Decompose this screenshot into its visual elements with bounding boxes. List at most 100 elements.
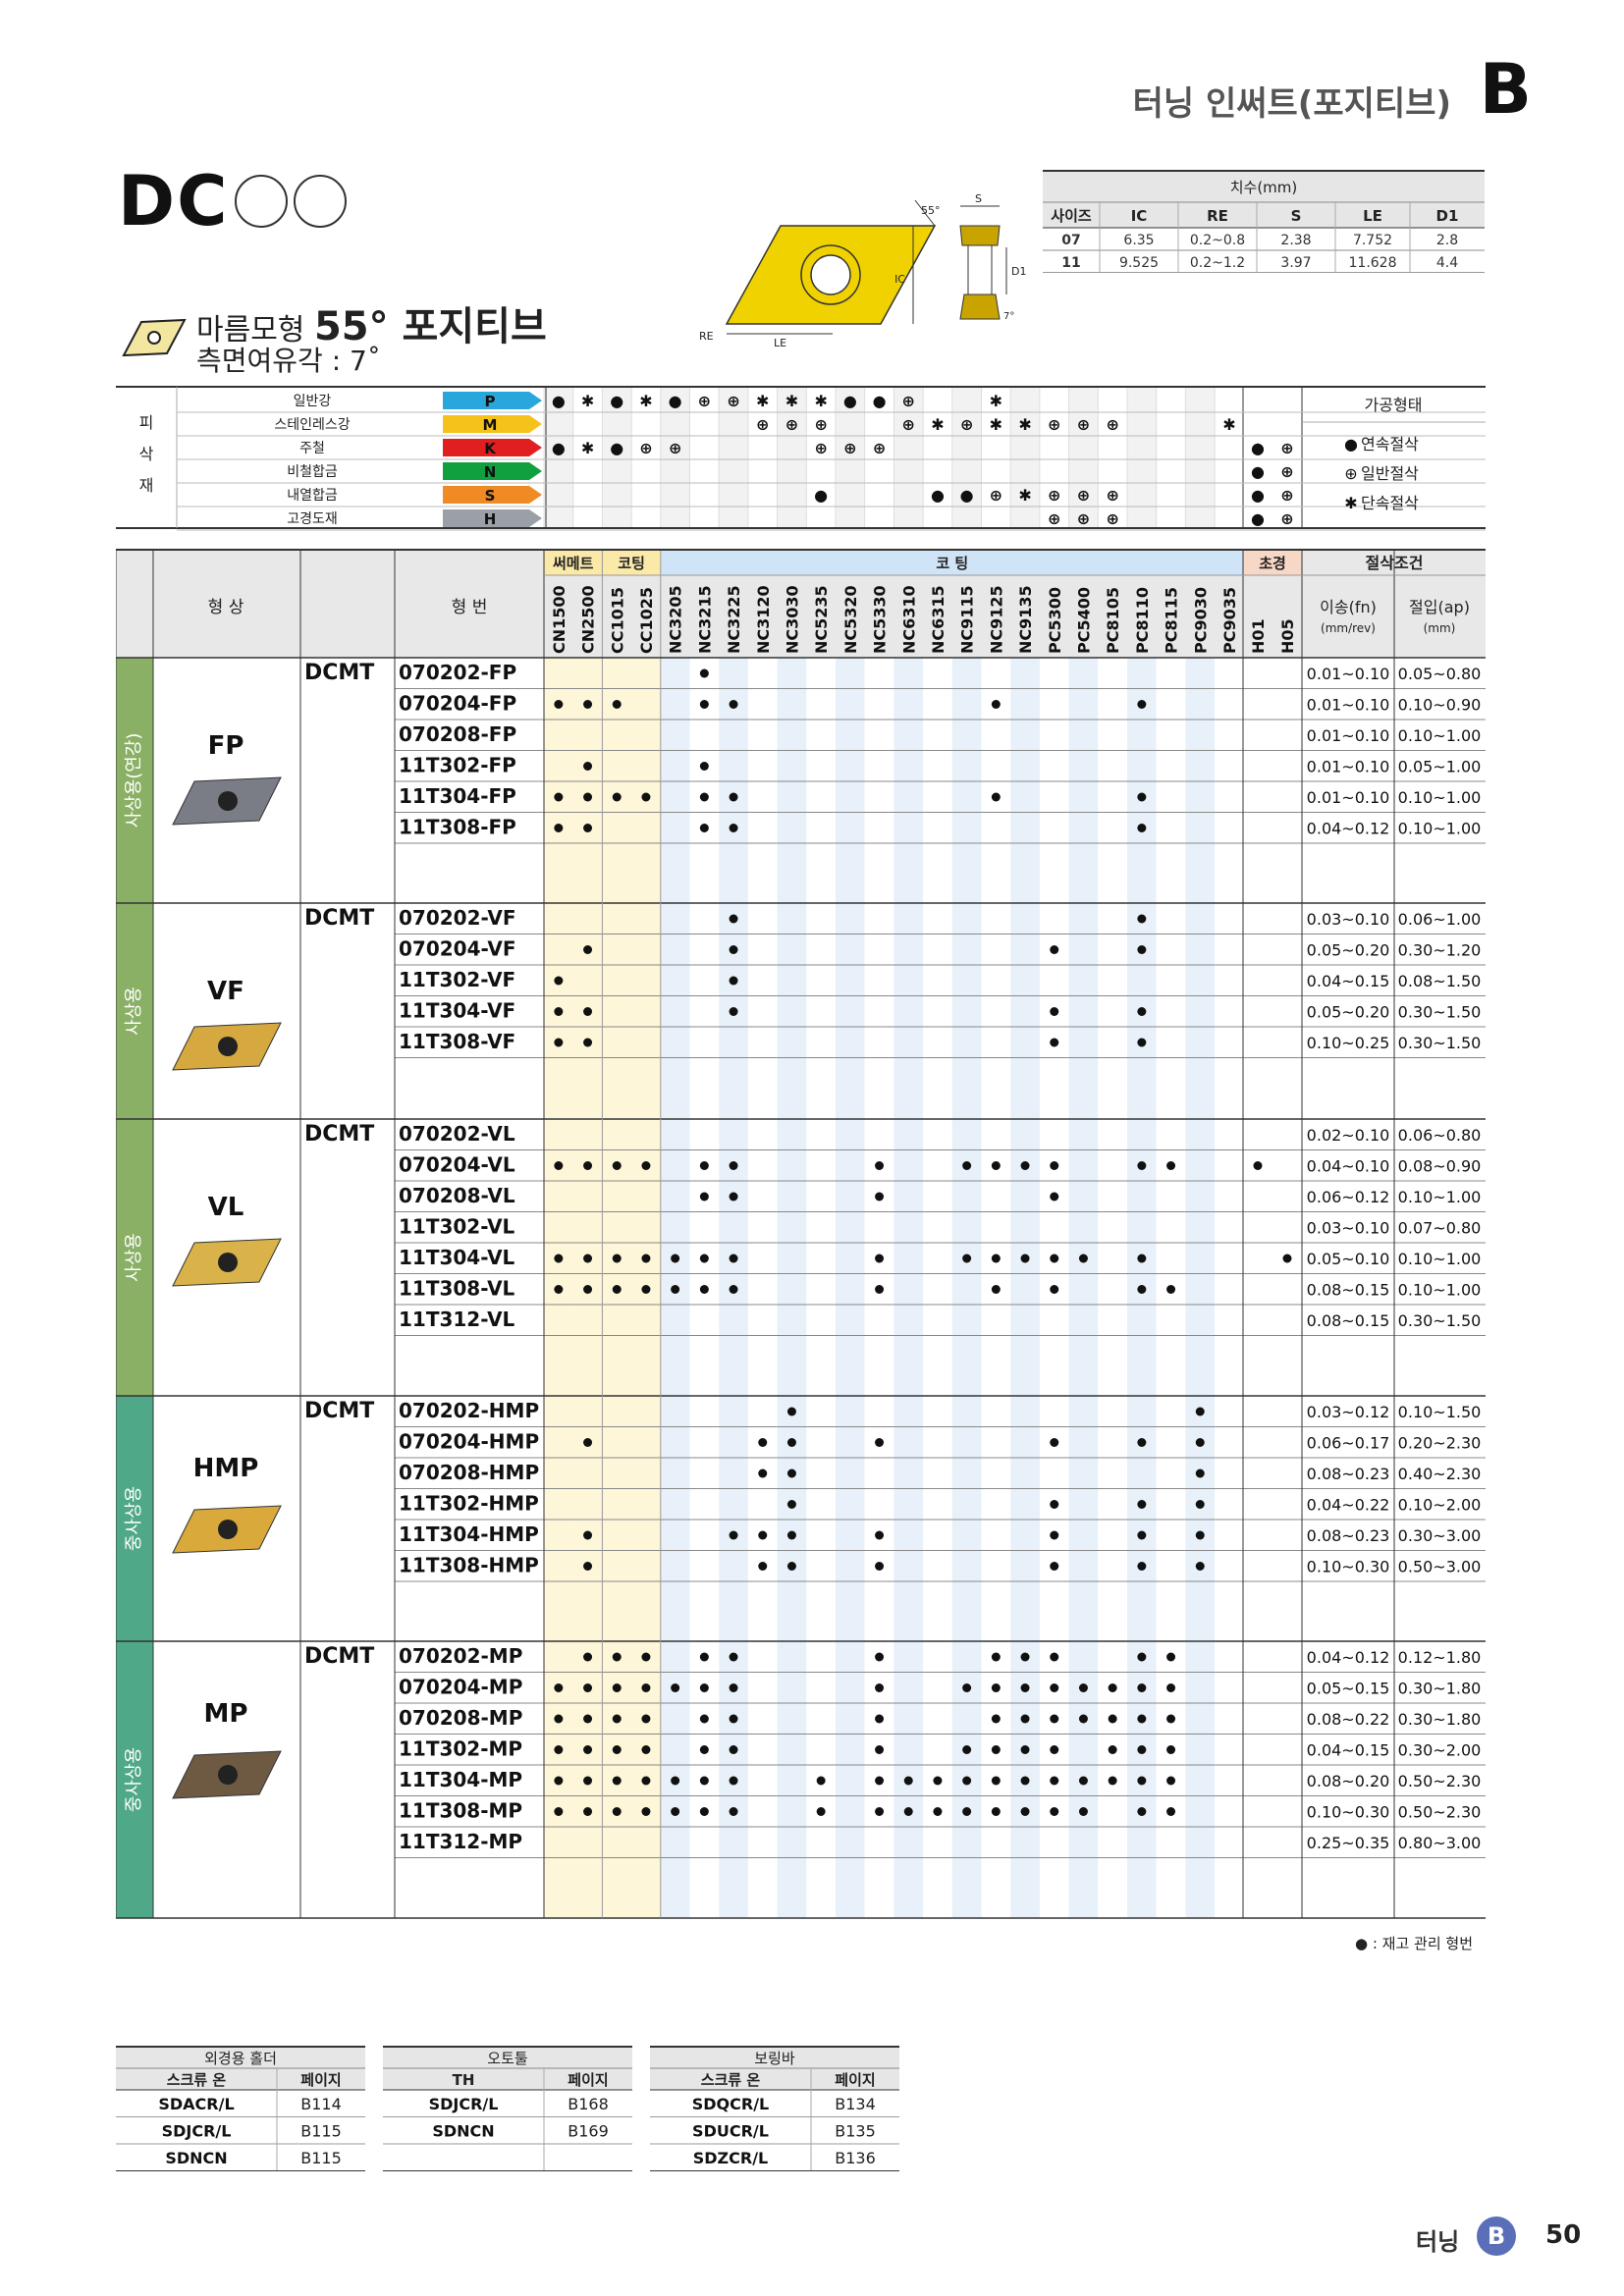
machining-symbol-icon: ✱	[581, 439, 594, 457]
stock-dot	[612, 700, 622, 709]
stock-dot	[933, 1807, 943, 1816]
machining-symbol-icon: ●	[843, 392, 857, 410]
section-side-label: 중사상용	[124, 1486, 144, 1551]
stock-dot	[991, 700, 1001, 709]
dimension-header: RE	[1207, 207, 1228, 225]
stock-dot	[786, 1438, 796, 1447]
feed-value: 0.01~0.10	[1307, 758, 1390, 776]
stock-dot	[991, 1683, 1001, 1692]
relief-label: 측면여유각 : 7˚	[196, 345, 381, 377]
stock-dot	[1137, 1530, 1147, 1540]
dimension-cell: 9.525	[1119, 255, 1159, 271]
stock-dot	[1020, 1745, 1030, 1754]
machining-symbol-icon: ⊕	[1077, 509, 1090, 528]
machining-symbol-icon: ⊕	[785, 415, 798, 434]
model-number: 11T302-MP	[399, 1737, 522, 1761]
stock-dot	[554, 1254, 564, 1263]
grade-header: NC9125	[987, 585, 1005, 654]
model-number: 070202-VF	[399, 906, 515, 930]
stock-dot	[903, 1776, 913, 1786]
stock-dot	[554, 976, 564, 986]
holder-col-header: 페이지	[568, 2071, 608, 2089]
stock-dot	[1137, 792, 1147, 802]
stock-dot	[1078, 1254, 1088, 1263]
machining-symbol-icon: ✱	[756, 392, 769, 410]
grade-header: PC8110	[1133, 587, 1152, 654]
stock-dot	[875, 1285, 885, 1294]
stock-dot	[1078, 1683, 1088, 1692]
insert-diagram: 55° IC RE LE S D1 7°	[699, 192, 1026, 349]
holder-title: 오토툴	[487, 2050, 527, 2067]
section-side-band	[116, 658, 153, 903]
machining-symbol-icon: ⊕	[814, 415, 827, 434]
stock-dot	[1020, 1254, 1030, 1263]
machining-symbol-icon: ⊕	[1280, 462, 1293, 481]
stock-dot	[991, 1776, 1001, 1786]
stock-dot	[554, 1038, 564, 1047]
stock-dot	[1050, 1745, 1059, 1754]
feed-value: 0.08~0.22	[1307, 1710, 1390, 1729]
stock-dot	[729, 1776, 738, 1786]
insert-photo-hole	[218, 1520, 238, 1539]
stock-dot	[758, 1530, 768, 1540]
shape-header: 형 상	[208, 598, 244, 617]
shape-label: 마름모형 55° 포지티브	[196, 304, 547, 349]
model-prefix: DCMT	[304, 1644, 374, 1669]
stock-dot	[641, 1652, 651, 1662]
chipbreaker-label: VF	[207, 977, 244, 1006]
group-carbide-header: 초경	[1259, 555, 1286, 572]
depth-value: 0.40~2.30	[1398, 1465, 1482, 1483]
stock-dot	[671, 1776, 680, 1786]
stock-dot	[583, 824, 593, 832]
feed-unit: (mm/rev)	[1321, 621, 1376, 635]
machining-symbol-icon: ●	[669, 392, 682, 410]
machining-symbol-icon: ⊕	[1077, 415, 1090, 434]
legend-symbol-icon: ✱	[1344, 494, 1357, 512]
feed-value: 0.04~0.12	[1307, 1648, 1390, 1667]
holder-title: 보링바	[754, 2050, 795, 2067]
stock-dot	[699, 1254, 709, 1263]
stock-dot	[875, 1192, 885, 1201]
stock-dot	[729, 1285, 738, 1294]
material-code-badge	[443, 486, 542, 504]
machining-symbol-icon: ●	[1251, 509, 1265, 528]
dimension-header: S	[1291, 207, 1302, 225]
stock-dot	[1050, 1530, 1059, 1540]
page-header: 터닝 인써트(포지티브) B	[1110, 49, 1542, 130]
re-label: RE	[699, 330, 714, 343]
stock-dot	[1137, 1807, 1147, 1816]
depth-value: 0.05~0.80	[1398, 665, 1482, 683]
model-number: 11T308-HMP	[399, 1554, 539, 1577]
holder-col-header: 스크류 온	[701, 2071, 761, 2089]
stock-dot	[875, 1776, 885, 1786]
stock-dot	[699, 824, 709, 832]
stock-dot	[583, 1530, 593, 1540]
stock-dot	[1050, 1161, 1059, 1170]
stock-dot	[671, 1683, 680, 1692]
stock-dot	[991, 1285, 1001, 1294]
holder-model: SDNCN	[432, 2122, 494, 2141]
stock-dot	[1166, 1652, 1176, 1662]
model-number: 070204-HMP	[399, 1430, 539, 1454]
stock-dot	[554, 1007, 564, 1016]
stock-dot	[1020, 1807, 1030, 1816]
grade-header: NC3215	[695, 585, 714, 654]
stock-dot	[699, 1714, 709, 1724]
material-code: M	[483, 416, 498, 434]
grade-header: H05	[1278, 618, 1297, 654]
stock-dot	[554, 700, 564, 709]
feed-value: 0.10~0.25	[1307, 1034, 1390, 1052]
stock-dot	[554, 1285, 564, 1294]
model-number: 11T308-VF	[399, 1030, 515, 1053]
material-code: N	[484, 463, 497, 481]
stock-dot	[1078, 1714, 1088, 1724]
model-number: 11T302-FP	[399, 754, 516, 777]
model-number: 11T312-VL	[399, 1308, 515, 1331]
chipbreaker-label: FP	[208, 731, 244, 761]
footer-label: 터닝	[1416, 2228, 1460, 2256]
group-coated-header: 코팅	[618, 555, 645, 572]
model-number: 11T302-HMP	[399, 1492, 539, 1516]
grade-header: PC9035	[1220, 587, 1239, 654]
stock-dot	[699, 668, 709, 678]
stock-dot	[699, 1807, 709, 1816]
